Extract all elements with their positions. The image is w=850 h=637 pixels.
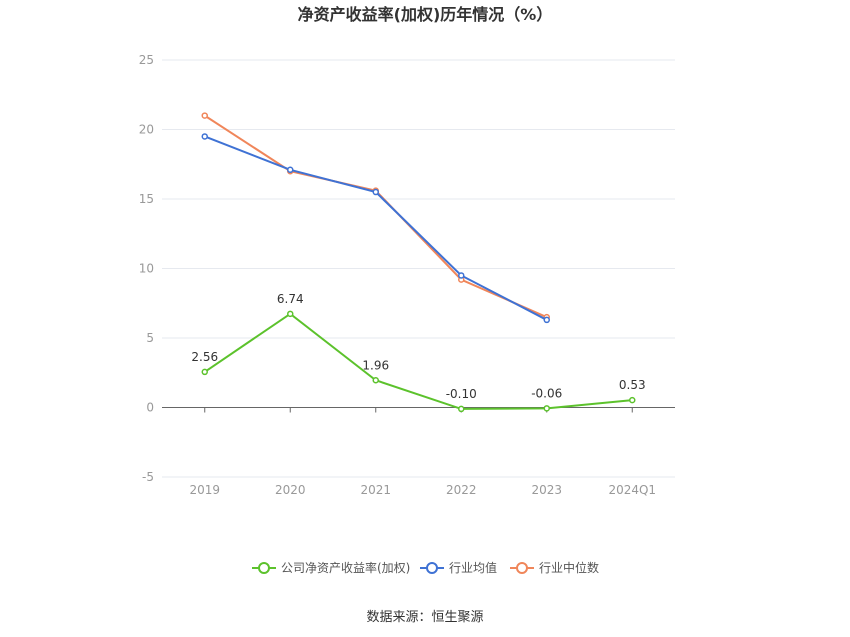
data-point	[287, 310, 294, 318]
legend-item[interactable]: 行业中位数	[510, 560, 599, 575]
y-tick-label: 15	[139, 192, 154, 206]
x-tick-label: 2022	[446, 483, 477, 497]
series-line-1	[204, 135, 548, 321]
data-labels: 2.56 6.74 1.96 -0.10 -0.06 0.53	[191, 292, 645, 401]
x-tick-label: 2020	[275, 483, 306, 497]
x-tick-label: 2019	[189, 483, 220, 497]
axes: -5 0 5 10 15 20 25 2019 2020 2021 2022 2023 2024Q1	[139, 53, 675, 497]
chart-title: 净资产收益率(加权)历年情况（%）	[298, 5, 553, 24]
source-note: 数据来源：恒生聚源	[366, 610, 483, 625]
legend-marker	[258, 562, 270, 574]
y-tick-label: 10	[139, 262, 154, 276]
data-point	[201, 368, 208, 376]
x-tick-label: 2024Q1	[608, 483, 656, 497]
data-point	[201, 133, 208, 140]
y-tick-label: 25	[139, 53, 154, 67]
series-line-0	[204, 312, 633, 410]
y-tick-label: -5	[142, 470, 154, 484]
legend-marker	[426, 562, 438, 574]
legend-label: 行业均值	[449, 560, 497, 575]
data-point	[629, 396, 636, 404]
y-tick-label: 5	[146, 331, 154, 345]
data-label: 0.53	[619, 378, 646, 392]
x-tick-label: 2021	[360, 483, 391, 497]
data-point	[287, 166, 294, 174]
data-label: -0.06	[531, 386, 562, 400]
legend-label: 公司净资产收益率(加权)	[281, 560, 410, 575]
legend-marker	[516, 562, 528, 574]
series-layer	[201, 112, 636, 413]
data-point	[458, 272, 465, 279]
data-point	[372, 188, 379, 196]
data-label: 2.56	[191, 350, 218, 364]
data-point	[543, 405, 550, 412]
data-point	[372, 377, 379, 384]
y-tick-label: 20	[139, 123, 154, 137]
legend[interactable]: 公司净资产收益率(加权) 行业均值 行业中位数	[252, 560, 599, 575]
legend-item[interactable]: 公司净资产收益率(加权)	[252, 560, 410, 575]
x-tick-label: 2023	[531, 483, 562, 497]
data-label: 6.74	[277, 292, 304, 306]
data-point	[458, 405, 465, 413]
legend-label: 行业中位数	[539, 560, 599, 575]
legend-item[interactable]: 行业均值	[420, 560, 497, 575]
data-point	[201, 112, 208, 119]
data-label: -0.10	[446, 387, 477, 401]
grid	[162, 59, 675, 478]
data-label: 1.96	[362, 358, 389, 372]
data-point	[543, 316, 550, 324]
y-tick-label: 0	[146, 401, 154, 415]
series-line-2	[204, 114, 548, 319]
